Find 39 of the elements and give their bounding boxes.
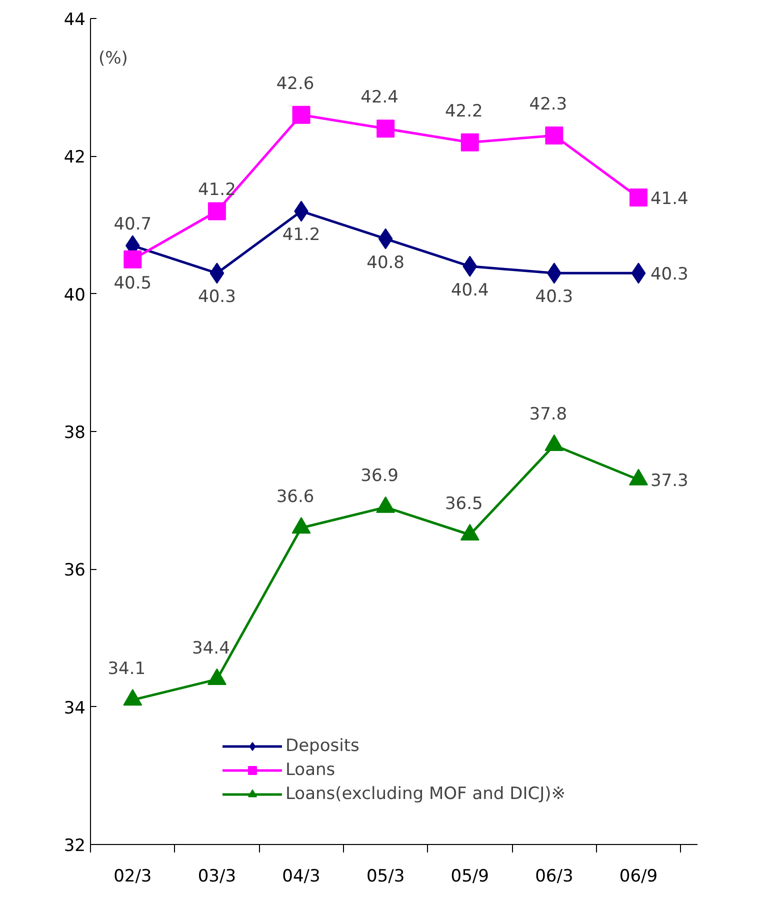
y-axis-title: (%) xyxy=(98,48,128,68)
data-label: 40.7 xyxy=(114,214,152,235)
data-label: 34.4 xyxy=(192,638,230,658)
data-label: 42.4 xyxy=(360,88,399,108)
data-label: 40.3 xyxy=(198,287,236,308)
y-tick-label: 36 xyxy=(64,560,86,581)
x-tick-label: 03/3 xyxy=(198,866,236,886)
y-tick-label: 34 xyxy=(64,698,86,718)
data-label: 40.3 xyxy=(535,287,574,308)
legend-label: Deposits xyxy=(286,736,360,756)
x-tick-label: 06/9 xyxy=(619,866,658,886)
y-tick-label: 42 xyxy=(64,148,86,168)
x-tick-label: 06/3 xyxy=(535,866,574,886)
data-label: 37.8 xyxy=(529,404,568,424)
data-label: 41.2 xyxy=(282,225,320,246)
data-label: 34.1 xyxy=(108,658,146,679)
legend-label: Loans xyxy=(286,760,336,780)
data-label: 40.8 xyxy=(366,252,405,273)
data-label: 36.5 xyxy=(444,494,483,514)
y-tick-label: 38 xyxy=(64,423,86,443)
data-label: 40.4 xyxy=(450,280,489,300)
data-label: 36.6 xyxy=(276,486,314,507)
data-label: 40.3 xyxy=(650,264,688,285)
y-tick-label: 32 xyxy=(64,836,86,856)
data-label: 42.3 xyxy=(529,94,568,115)
data-label: 41.4 xyxy=(650,188,688,209)
data-label: 41.2 xyxy=(198,180,236,200)
data-label: 36.9 xyxy=(360,466,399,486)
x-tick-label: 04/3 xyxy=(282,866,320,886)
y-tick-label: 40 xyxy=(64,285,86,306)
legend-label: Loans(excluding MOF and DICJ)※ xyxy=(286,784,566,804)
data-label: 42.6 xyxy=(276,74,314,94)
data-label: 37.3 xyxy=(650,471,688,492)
x-tick-label: 05/3 xyxy=(366,866,405,886)
data-label: 42.2 xyxy=(444,101,483,122)
data-label: 40.5 xyxy=(114,273,152,294)
x-tick-label: 05/9 xyxy=(450,866,489,886)
y-tick-label: 44 xyxy=(64,10,86,30)
x-tick-label: 02/3 xyxy=(114,866,152,886)
